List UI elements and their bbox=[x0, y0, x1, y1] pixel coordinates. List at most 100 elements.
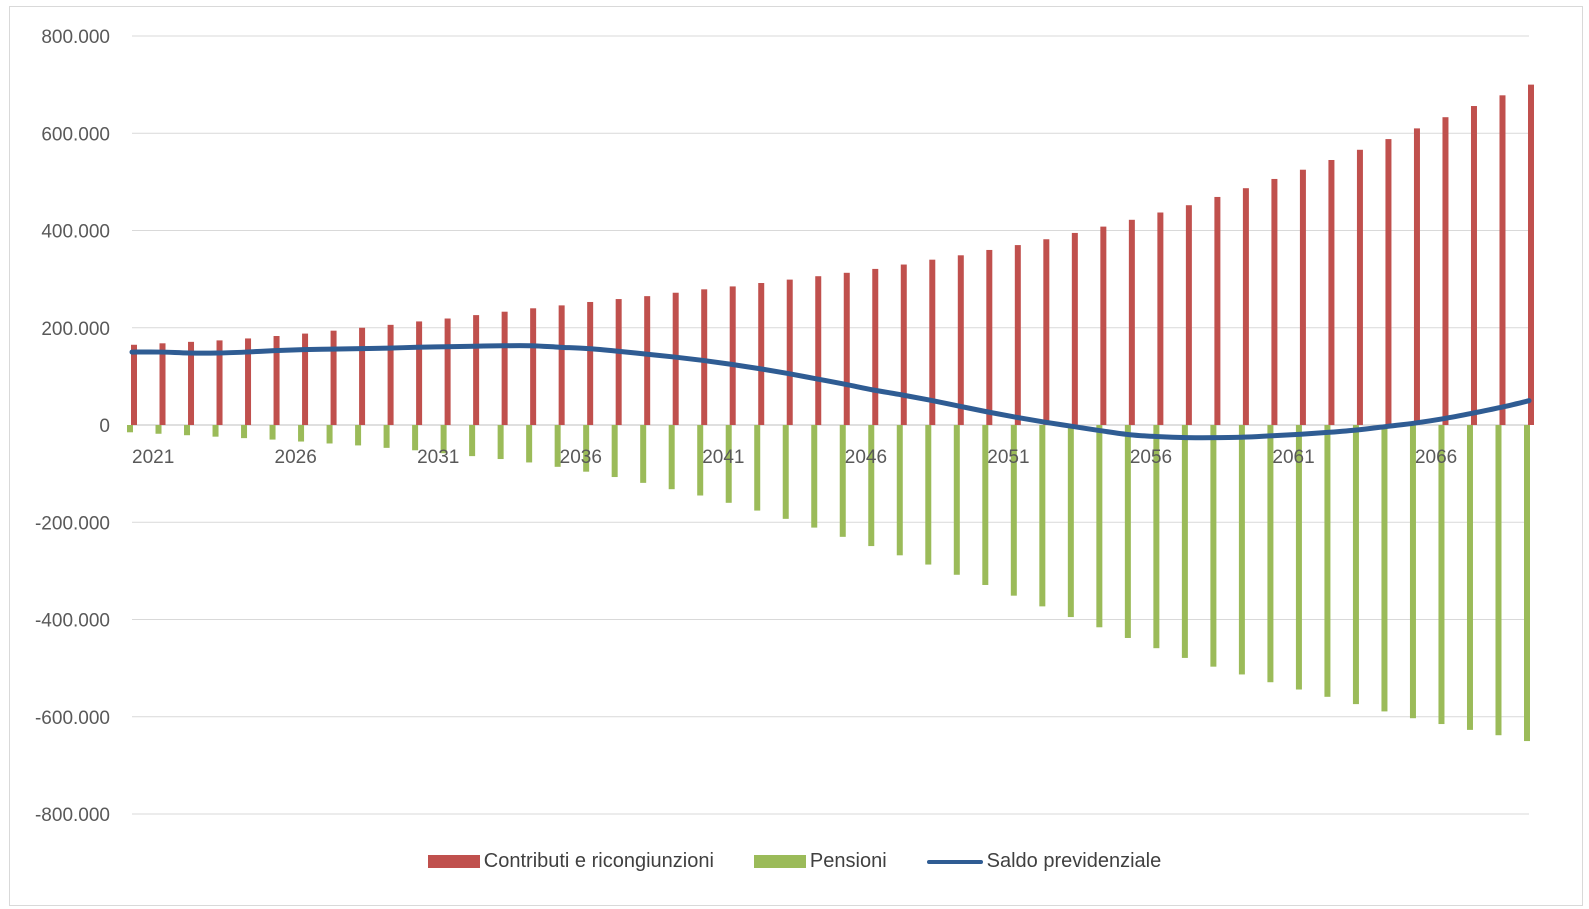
bar-contributi bbox=[1385, 139, 1392, 425]
bar-contributi bbox=[1299, 169, 1306, 425]
bar-contributi bbox=[1100, 226, 1107, 425]
bar-pensioni bbox=[1267, 425, 1274, 683]
y-tick-label: 800.000 bbox=[41, 27, 110, 48]
bar-contributi bbox=[815, 276, 822, 425]
legend-item-saldo: Saldo previdenziale bbox=[926, 850, 1162, 873]
bar-contributi bbox=[587, 301, 594, 425]
x-axis-labels: 2021 2026 2031 2036 2041 2046 2051 2056 2061 2066 bbox=[132, 447, 1457, 468]
chart-frame bbox=[9, 6, 1583, 906]
bar-pensioni bbox=[1010, 425, 1017, 596]
bar-contributi bbox=[758, 283, 765, 425]
bar-pensioni bbox=[1181, 425, 1188, 658]
x-tick-label: 2061 bbox=[1272, 447, 1314, 468]
bar-contributi bbox=[530, 308, 537, 425]
bar-pensioni bbox=[1466, 425, 1473, 730]
bar-pensioni bbox=[155, 425, 162, 434]
bar-contributi bbox=[729, 286, 736, 425]
bar-contributi bbox=[872, 268, 879, 425]
bar-contributi bbox=[330, 330, 337, 425]
bar-pensioni bbox=[298, 425, 305, 442]
bar-contributi bbox=[216, 340, 223, 425]
bar-contributi bbox=[929, 259, 936, 425]
bar-pensioni bbox=[212, 425, 219, 437]
bar-pensioni bbox=[611, 425, 618, 478]
bar-pensioni bbox=[725, 425, 732, 503]
bar-contributi bbox=[1014, 245, 1021, 425]
bar-contributi bbox=[986, 249, 993, 425]
bar-pensioni bbox=[269, 425, 276, 440]
bar-pensioni bbox=[583, 425, 590, 472]
bar-pensioni bbox=[383, 425, 390, 448]
bar-contributi bbox=[1185, 205, 1192, 425]
bar-contributi bbox=[1128, 219, 1135, 425]
bar-contributi bbox=[1157, 212, 1164, 425]
bar-contributi bbox=[1470, 106, 1477, 426]
bar-pensioni bbox=[1438, 425, 1445, 725]
bar-contributi bbox=[416, 321, 423, 425]
bar-contributi bbox=[644, 296, 651, 425]
legend-line-saldo bbox=[926, 859, 983, 864]
bar-pensioni bbox=[1324, 425, 1331, 697]
bar-pensioni bbox=[1153, 425, 1160, 649]
x-tick-label: 2051 bbox=[987, 447, 1029, 468]
y-tick-label: -200.000 bbox=[35, 513, 110, 534]
bar-contributi bbox=[957, 255, 964, 425]
line-saldo-previdenziale bbox=[129, 343, 1532, 441]
bar-contributi bbox=[444, 318, 451, 425]
y-tick-label: 600.000 bbox=[41, 124, 110, 145]
x-tick-label: 2056 bbox=[1130, 447, 1172, 468]
bar-pensioni bbox=[241, 425, 248, 439]
bar-contributi bbox=[786, 279, 793, 425]
bar-pensioni bbox=[1352, 425, 1359, 705]
gridlines bbox=[132, 35, 1529, 815]
bar-pensioni bbox=[526, 425, 533, 463]
legend-label-saldo: Saldo previdenziale bbox=[986, 850, 1162, 872]
bar-contributi bbox=[245, 338, 252, 425]
legend-label-contributi: Contributi e ricongiunzioni bbox=[483, 850, 714, 872]
legend-item-pensioni: Pensioni bbox=[753, 850, 887, 873]
bar-pensioni bbox=[1409, 425, 1416, 719]
bar-contributi bbox=[900, 264, 907, 425]
bar-pensioni bbox=[1524, 425, 1530, 742]
bar-contributi bbox=[1071, 232, 1078, 425]
legend-item-contributi: Contributi e ricongiunzioni bbox=[427, 850, 714, 873]
bar-pensioni bbox=[896, 425, 903, 556]
bar-contributi bbox=[1242, 188, 1249, 425]
legend-swatch-contributi bbox=[427, 855, 480, 868]
x-tick-label: 2046 bbox=[845, 447, 887, 468]
bar-contributi bbox=[558, 305, 565, 425]
bar-contributi bbox=[159, 343, 166, 425]
bar-pensioni bbox=[497, 425, 504, 460]
x-tick-label: 2041 bbox=[702, 447, 744, 468]
bar-pensioni bbox=[412, 425, 419, 451]
y-tick-label: -400.000 bbox=[35, 611, 110, 632]
x-tick-label: 2036 bbox=[560, 447, 602, 468]
bar-pensioni bbox=[184, 425, 191, 436]
bar-pensioni bbox=[469, 425, 476, 457]
line-series bbox=[129, 343, 1532, 441]
bar-contributi bbox=[302, 333, 309, 425]
bar-pensioni bbox=[697, 425, 704, 496]
bars bbox=[127, 84, 1534, 742]
bar-pensioni bbox=[668, 425, 675, 490]
bar-contributi bbox=[273, 336, 280, 425]
bar-pensioni bbox=[839, 425, 846, 537]
bar-pensioni bbox=[1238, 425, 1245, 675]
bar-contributi bbox=[501, 311, 508, 425]
bar-contributi bbox=[1214, 196, 1221, 425]
legend-label-pensioni: Pensioni bbox=[809, 850, 887, 872]
bar-pensioni bbox=[1495, 425, 1502, 736]
bar-contributi bbox=[1271, 178, 1278, 425]
bar-pensioni bbox=[1210, 425, 1217, 667]
bar-contributi bbox=[1442, 117, 1449, 426]
y-tick-label: -800.000 bbox=[35, 805, 110, 826]
legend: Contributi e ricongiunzioni Pensioni Sal… bbox=[0, 850, 1589, 873]
bar-contributi bbox=[1528, 84, 1534, 425]
y-tick-label: 200.000 bbox=[41, 319, 110, 340]
bar-contributi bbox=[615, 299, 622, 425]
bar-pensioni bbox=[925, 425, 932, 565]
bar-pensioni bbox=[953, 425, 960, 575]
bar-pensioni bbox=[326, 425, 333, 444]
legend-swatch-pensioni bbox=[753, 855, 806, 868]
